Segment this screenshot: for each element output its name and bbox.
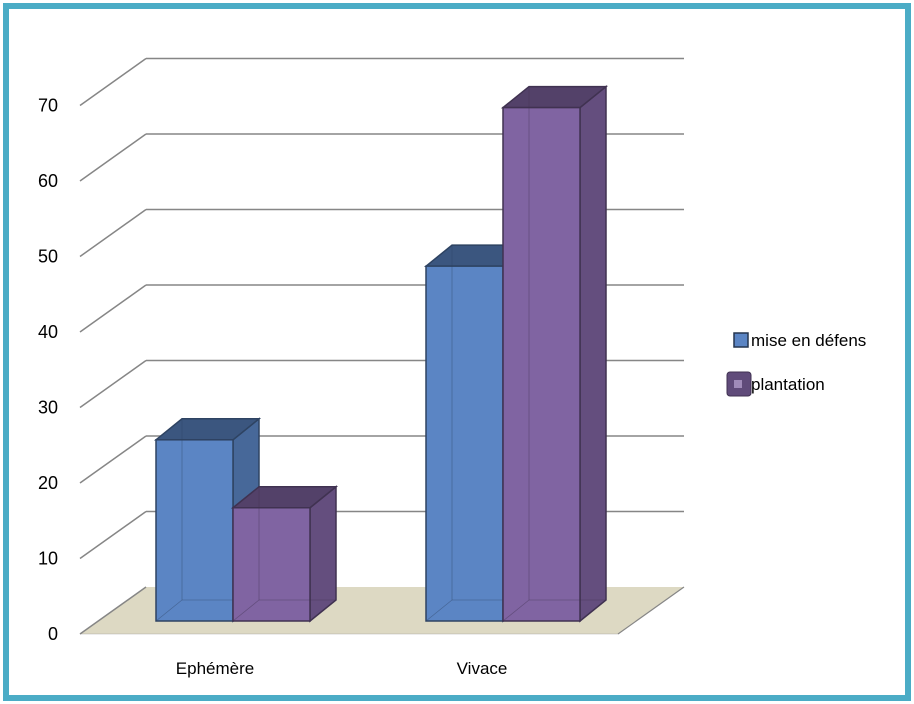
frame-border [3,3,911,701]
legend-entry: plantation [726,371,825,397]
y-tick-label: 50 [38,247,58,267]
bar [230,485,339,623]
x-tick-label: Ephémère [176,659,254,678]
y-tick-label: 10 [38,549,58,569]
y-tick-label: 70 [38,96,58,116]
legend-entry: mise en défens [733,331,866,350]
y-tick-label: 0 [48,624,58,644]
y-tick-label: 40 [38,322,58,342]
y-tick-label: 60 [38,171,58,191]
legend-label: mise en défens [751,331,866,350]
axis-lines [79,586,685,635]
legend-swatch [733,332,749,348]
x-tick-label: Vivace [457,659,508,678]
gridline [79,57,684,107]
y-tick-label: 20 [38,473,58,493]
bar [500,85,609,623]
y-tick-label: 30 [38,398,58,418]
legend-label: plantation [751,375,825,394]
